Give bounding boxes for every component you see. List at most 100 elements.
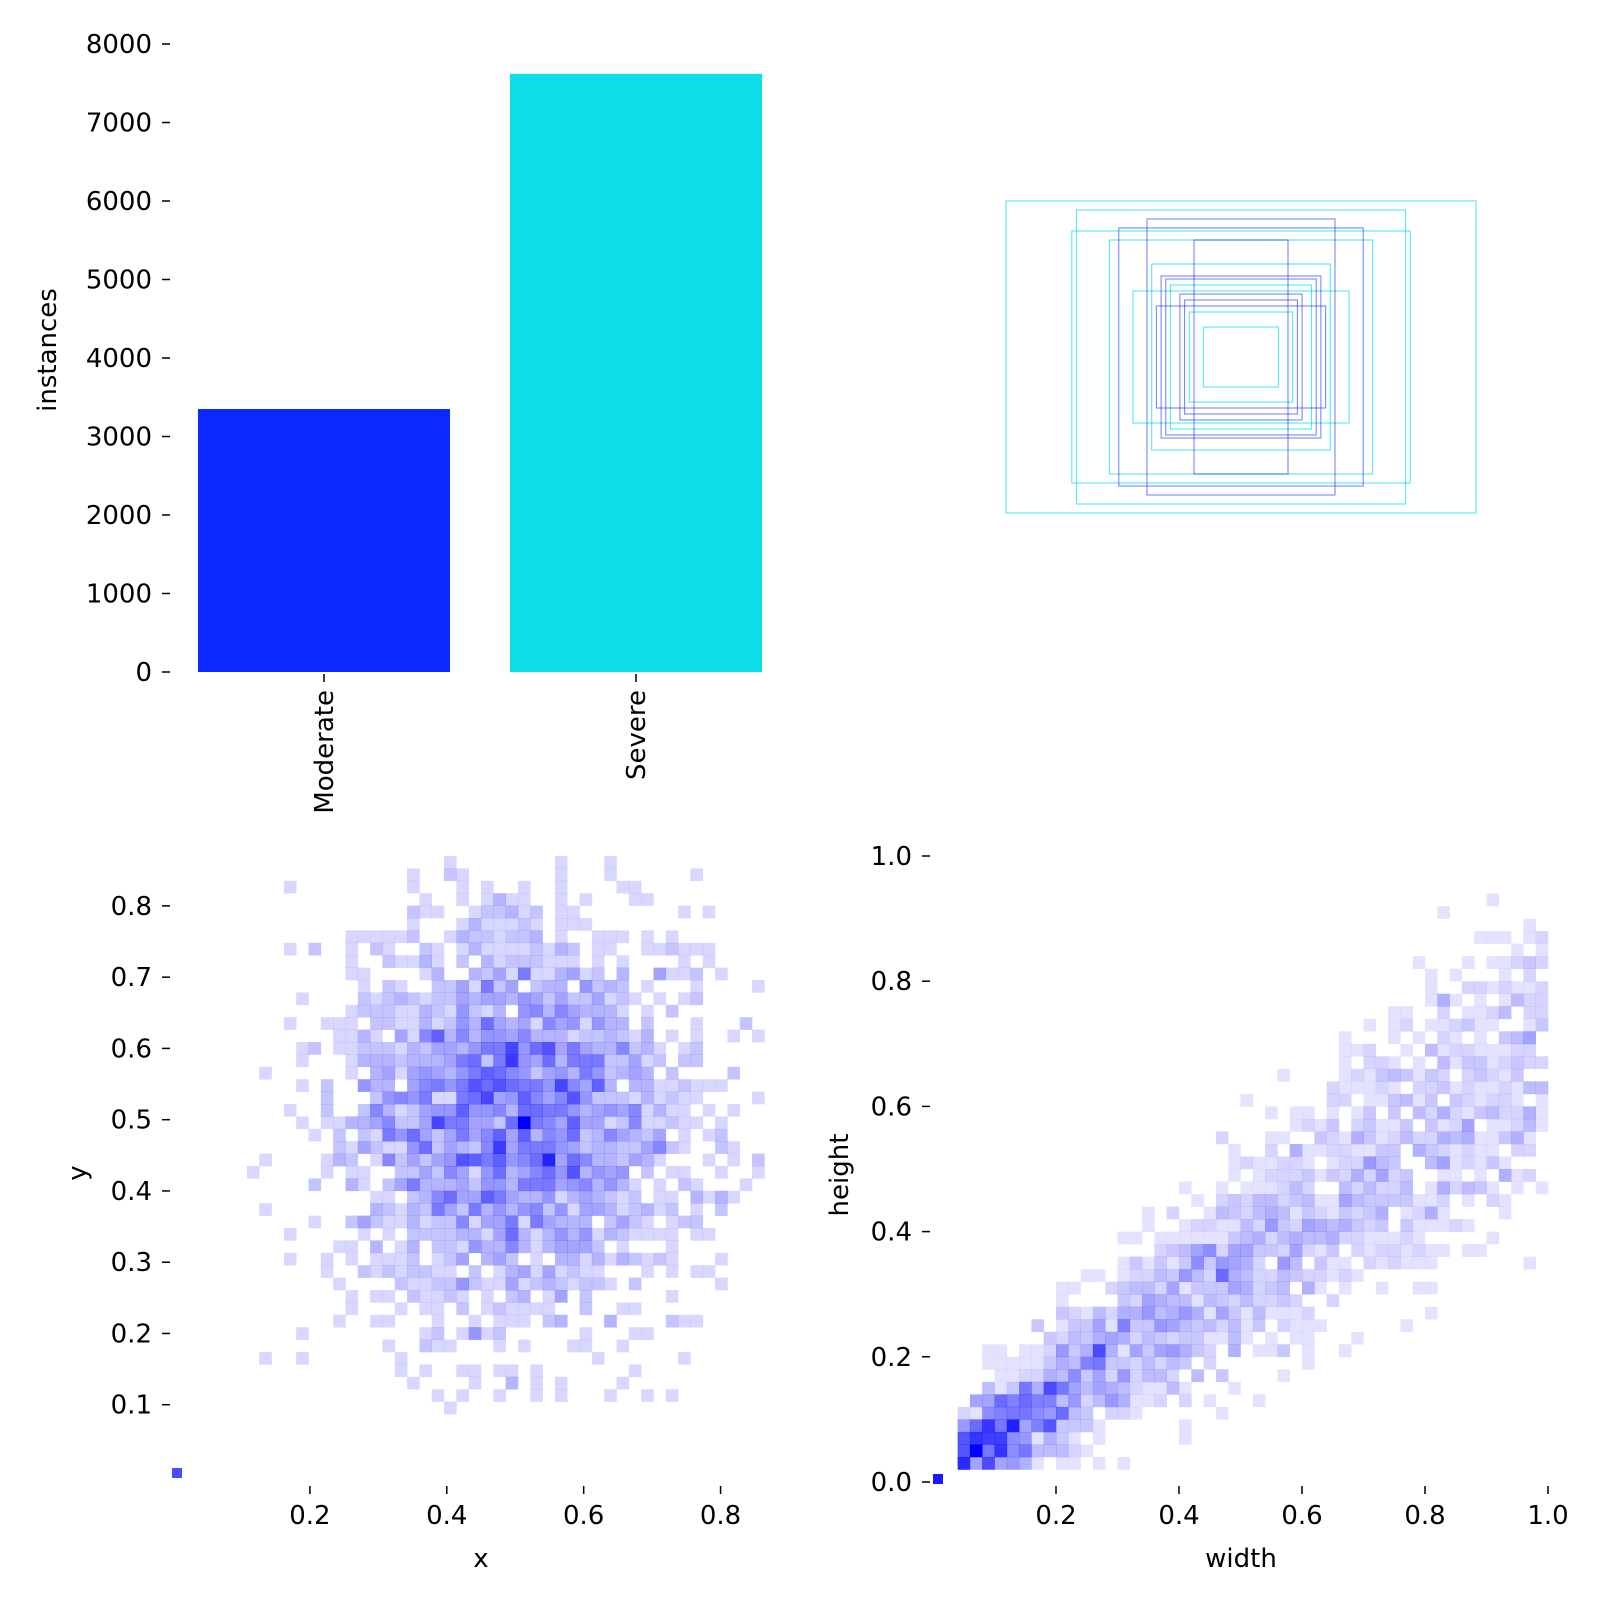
- wh-heatmap-cell: [1523, 918, 1536, 932]
- xy-heatmap-cell: [690, 942, 704, 956]
- xy-heatmap-cell: [505, 1091, 519, 1105]
- wh-heatmap-cell: [1154, 1394, 1167, 1408]
- wh-heatmap-cell: [1166, 1306, 1180, 1320]
- wh-heatmap-cell: [1474, 1181, 1487, 1195]
- xy-heatmap-cell: [505, 1314, 519, 1328]
- wh-heatmap-cell: [1535, 1106, 1549, 1120]
- wh-heatmap-cell: [1166, 1231, 1180, 1245]
- xy-heatmap-cell: [653, 1116, 667, 1130]
- xy-heatmap-cell: [468, 1203, 482, 1216]
- wh-heatmap-cell: [1498, 1156, 1512, 1170]
- xy-heatmap-cell: [530, 1190, 543, 1204]
- wh-heatmap-cell: [1056, 1294, 1069, 1308]
- wh-heatmap-cell: [1019, 1369, 1032, 1383]
- xy-heatmap-cell: [493, 1104, 506, 1117]
- xy-heatmap-cell: [628, 1042, 642, 1055]
- wh-heatmap-cell: [1117, 1456, 1131, 1470]
- xy-center-heatmap: 0.2 0.4 0.6 0.80.10.20.30.40.50.60.70.8 x y: [63, 856, 765, 1574]
- wh-heatmap-cell: [1338, 1269, 1352, 1282]
- xy-heatmap-cell: [456, 1364, 469, 1378]
- wh-heatmap-cell: [1486, 1143, 1500, 1157]
- wh-x-tick-label: 0.8: [1404, 1501, 1445, 1531]
- xy-heatmap-cell: [604, 1314, 617, 1328]
- xy-heatmap-cell: [394, 992, 408, 1006]
- xy-heatmap-cell: [357, 1116, 371, 1130]
- wh-heatmap-cell: [1338, 1181, 1352, 1195]
- xy-heatmap-cell: [320, 1079, 334, 1092]
- wh-heatmap-cell: [1031, 1406, 1044, 1420]
- xy-heatmap-cell: [505, 1029, 519, 1043]
- xy-heatmap-cell: [567, 1141, 580, 1154]
- xy-heatmap-cell: [382, 1004, 396, 1018]
- wh-heatmap-cell: [1043, 1381, 1057, 1395]
- wh-heatmap-cell: [1302, 1344, 1315, 1358]
- xy-heatmap-cell: [333, 1240, 346, 1254]
- xy-heatmap-cell: [419, 1166, 433, 1179]
- wh-heatmap-cell: [1351, 1269, 1364, 1282]
- wh-heatmap-cell: [1179, 1331, 1192, 1345]
- xy-heatmap-cell: [591, 980, 605, 993]
- xy-heatmap-cell: [370, 930, 383, 944]
- wh-heatmap-cell: [1166, 1256, 1180, 1270]
- xy-heatmap-cell: [616, 880, 630, 894]
- wh-heatmap-cell: [1302, 1281, 1315, 1295]
- xy-heatmap-cell: [678, 1141, 691, 1154]
- xy-heatmap-cell: [419, 1004, 433, 1018]
- xy-heatmap-cell: [604, 1116, 617, 1130]
- xy-heatmap-cell: [345, 1252, 359, 1266]
- xy-heatmap-cell: [505, 930, 519, 944]
- wh-heatmap-cell: [1265, 1181, 1278, 1195]
- wh-heatmap-cell: [1215, 1194, 1229, 1207]
- wh-heatmap-cell: [1338, 1256, 1352, 1270]
- xy-heatmap-cell: [530, 1203, 543, 1216]
- xy-heatmap-cell: [444, 1190, 457, 1204]
- xy-heatmap-cell: [579, 1141, 593, 1154]
- xy-heatmap-cell: [628, 1178, 642, 1192]
- wh-heatmap-cell: [1338, 1131, 1352, 1145]
- wh-heatmap-cell: [1228, 1294, 1241, 1308]
- wh-heatmap-cell: [1400, 1219, 1413, 1232]
- xy-heatmap-cell: [641, 1153, 654, 1167]
- xy-heatmap-cell: [444, 1277, 457, 1291]
- wh-heatmap-cell: [1043, 1356, 1057, 1370]
- wh-heatmap-cell: [1314, 1244, 1327, 1257]
- xy-heatmap-cell: [357, 1128, 371, 1142]
- wh-heatmap-cell: [1437, 1244, 1450, 1257]
- wh-heatmap-cell: [1117, 1231, 1131, 1245]
- wh-heatmap-cell: [1142, 1331, 1155, 1345]
- xy-heatmap-cell: [517, 1314, 531, 1328]
- wh-heatmap-cell: [1117, 1256, 1131, 1270]
- xy-heatmap-cell: [641, 1029, 654, 1043]
- wh-heatmap-cell: [1117, 1281, 1131, 1295]
- wh-heatmap-cell: [1363, 1018, 1377, 1032]
- wh-heatmap-cell: [1314, 1206, 1327, 1220]
- xy-heatmap-cell: [542, 1141, 556, 1154]
- wh-heatmap-cell: [1019, 1444, 1032, 1458]
- xy-heatmap-cell: [493, 967, 506, 981]
- wh-heatmap-cell: [1154, 1331, 1167, 1345]
- wh-heatmap-cell: [1449, 1118, 1463, 1132]
- xy-heatmap-cell: [444, 1116, 457, 1130]
- xy-heatmap-cell: [715, 1128, 728, 1142]
- xy-heatmap-cell: [665, 1004, 679, 1018]
- xy-heatmap-cell: [308, 1215, 322, 1229]
- xy-heatmap-cell: [394, 1252, 408, 1266]
- wh-heatmap-cell: [1092, 1394, 1106, 1408]
- xy-heatmap-cell: [604, 1054, 617, 1068]
- wh-heatmap-cell: [1474, 1068, 1487, 1082]
- wh-heatmap-cell: [1486, 1194, 1500, 1207]
- xy-heatmap-cell: [394, 1104, 408, 1117]
- wh-heatmap-cell: [1240, 1219, 1254, 1232]
- xy-heatmap-cell: [481, 918, 494, 931]
- wh-heatmap-cell: [1474, 1006, 1487, 1020]
- wh-heatmap-cell: [1154, 1344, 1167, 1358]
- xy-heatmap-cell: [481, 1054, 494, 1068]
- xy-heatmap-cell: [641, 1203, 654, 1216]
- xy-heatmap-cell: [431, 1252, 445, 1266]
- wh-heatmap-cell: [1535, 1181, 1549, 1195]
- wh-heatmap-cell: [1461, 1131, 1475, 1145]
- xy-heatmap-cell: [604, 1252, 617, 1266]
- xy-heatmap-cell: [567, 1042, 580, 1055]
- wh-heatmap-cell: [957, 1431, 971, 1445]
- xy-heatmap-cell: [665, 1314, 679, 1328]
